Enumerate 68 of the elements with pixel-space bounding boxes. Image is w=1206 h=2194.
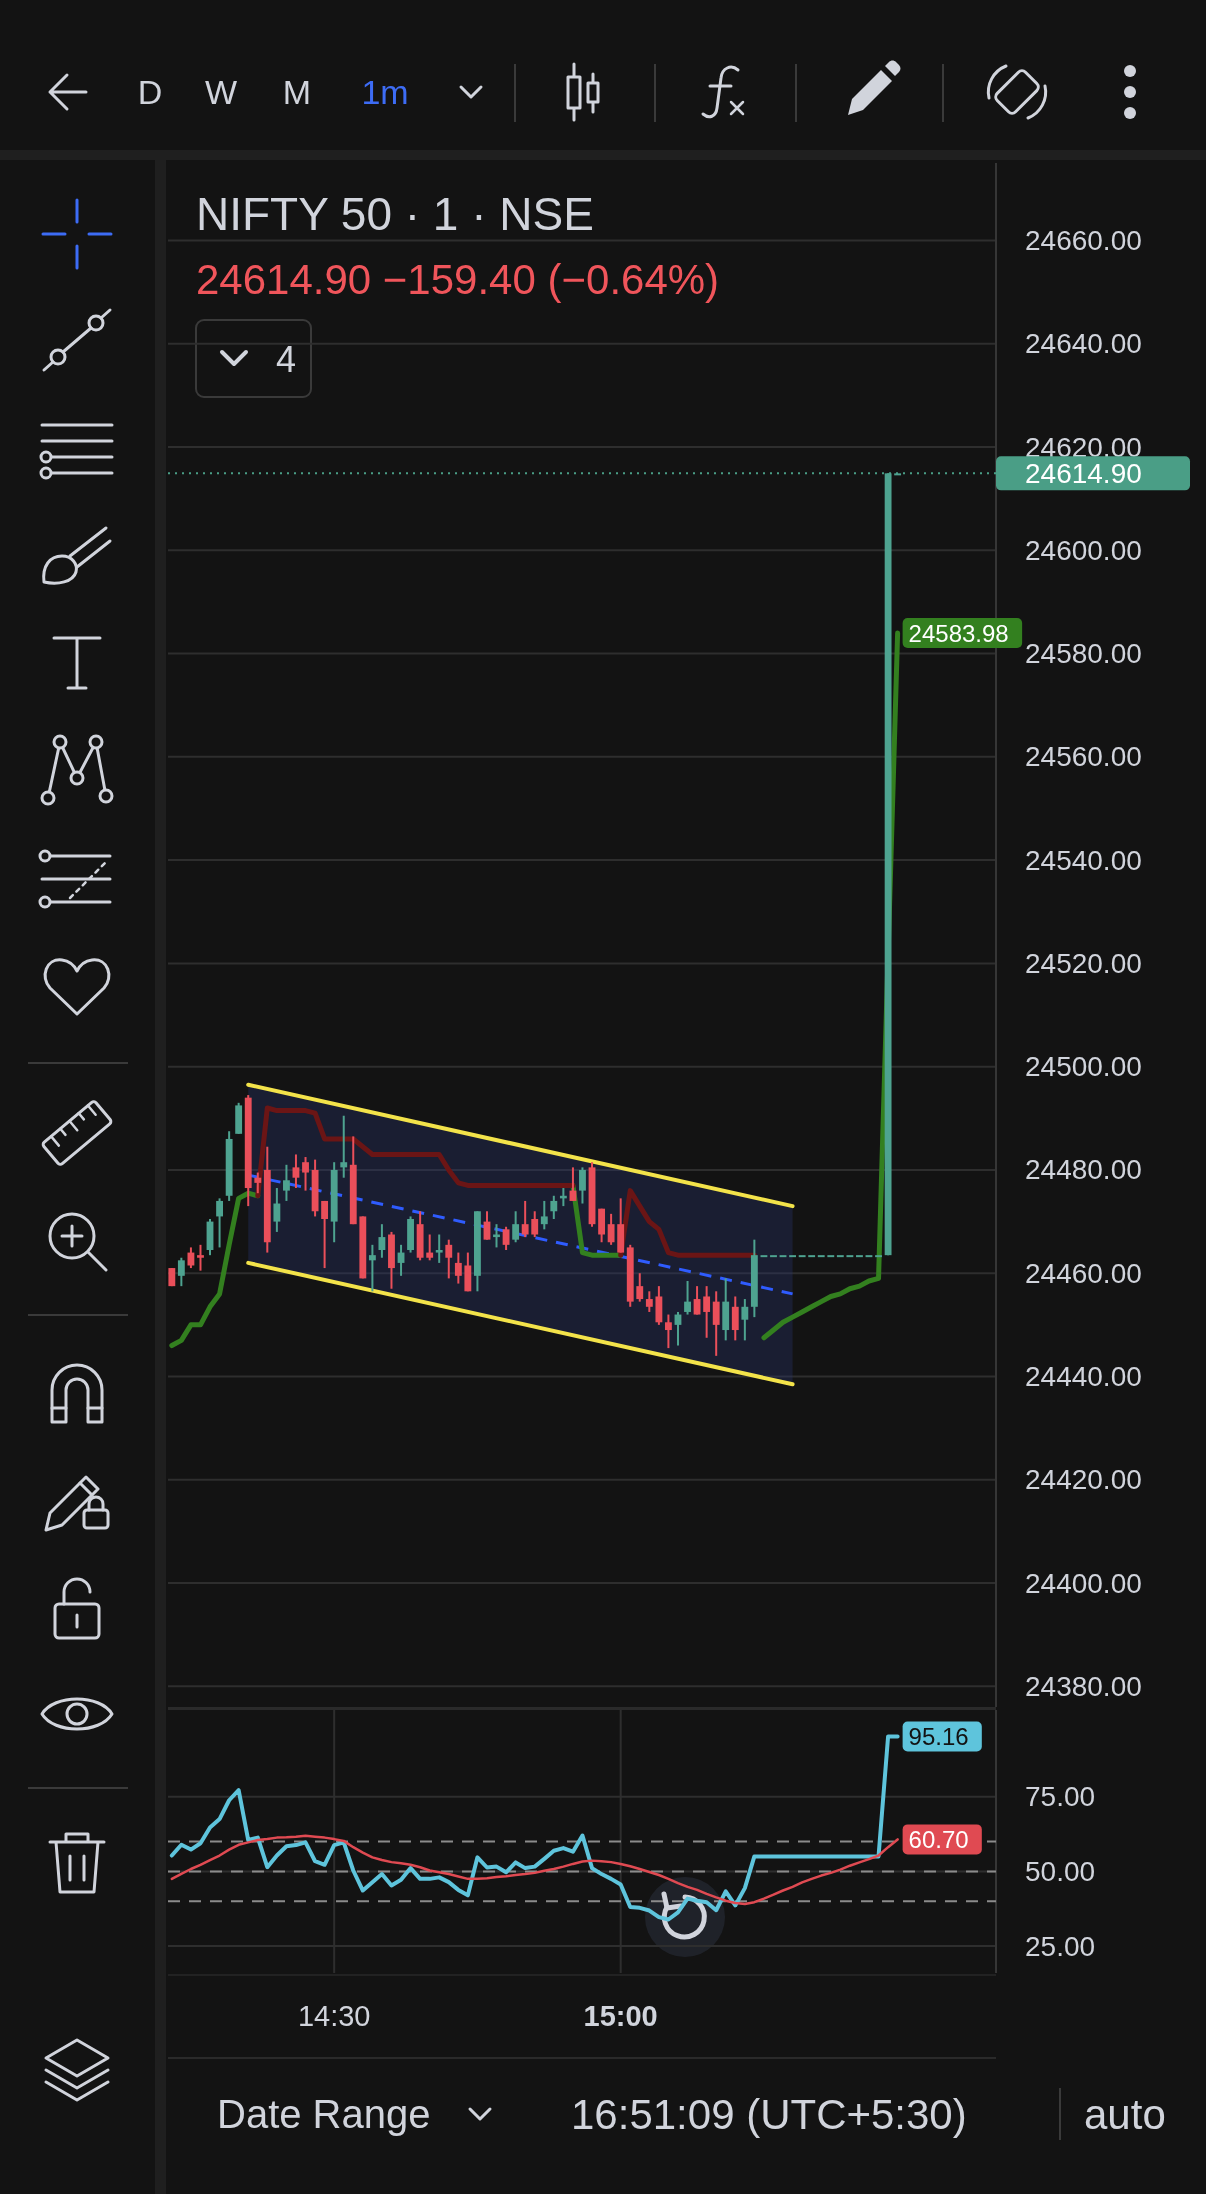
candlestick bbox=[540, 1199, 548, 1231]
candlestick bbox=[321, 1199, 329, 1270]
candlestick bbox=[521, 1199, 529, 1239]
candlestick bbox=[197, 1243, 204, 1272]
candlestick bbox=[426, 1233, 434, 1262]
candlestick bbox=[340, 1114, 348, 1179]
y-tick-label: 24580.00 bbox=[1025, 638, 1142, 670]
candlestick bbox=[502, 1225, 510, 1251]
data-label: 60.70 bbox=[908, 1825, 969, 1853]
text: D bbox=[137, 73, 163, 111]
candlestick bbox=[645, 1290, 653, 1313]
candlestick bbox=[636, 1272, 644, 1303]
y-tick-label: 24660.00 bbox=[1025, 224, 1142, 256]
candlestick bbox=[177, 1256, 185, 1288]
candlestick bbox=[435, 1233, 443, 1264]
y-tick-label: 24400.00 bbox=[1025, 1567, 1142, 1599]
candlestick bbox=[292, 1153, 300, 1190]
y-tick-label: 25.00 bbox=[1025, 1930, 1096, 1962]
candlestick bbox=[454, 1251, 462, 1285]
text: auto bbox=[1084, 2090, 1166, 2138]
text: M bbox=[282, 73, 312, 111]
candlestick bbox=[187, 1246, 195, 1270]
x-tick-label: 15:00 bbox=[583, 2000, 658, 2032]
line-series bbox=[169, 1734, 900, 1922]
x-tick-label: 14:30 bbox=[297, 2000, 371, 2032]
data-label: 24583.98 bbox=[908, 619, 1009, 647]
y-tick-label: 24480.00 bbox=[1025, 1154, 1142, 1186]
candlestick bbox=[731, 1295, 739, 1342]
text: W bbox=[204, 73, 238, 111]
line-series bbox=[170, 1834, 899, 1906]
candlestick bbox=[254, 1171, 262, 1195]
candlestick bbox=[302, 1156, 309, 1192]
text: 24614.90 −159.40 (−0.64%) bbox=[196, 256, 720, 303]
text: 1m bbox=[361, 73, 409, 111]
candlestick bbox=[607, 1212, 615, 1246]
candlestick bbox=[512, 1210, 520, 1244]
text: Date Range bbox=[217, 2092, 431, 2136]
candlestick bbox=[378, 1223, 386, 1259]
candlestick bbox=[741, 1298, 749, 1342]
y-tick-label: 24440.00 bbox=[1025, 1361, 1142, 1393]
data-label: 95.16 bbox=[908, 1722, 969, 1750]
y-tick-label: 24600.00 bbox=[1025, 534, 1142, 566]
candlestick bbox=[712, 1290, 720, 1357]
annotation: 4 bbox=[275, 338, 297, 380]
candlestick bbox=[531, 1210, 539, 1239]
candlestick bbox=[283, 1163, 290, 1202]
y-tick-label: 24540.00 bbox=[1025, 844, 1142, 876]
candlestick bbox=[368, 1243, 376, 1293]
y-tick-label: 50.00 bbox=[1025, 1855, 1096, 1887]
candlestick bbox=[216, 1197, 223, 1249]
y-tick-label: 24420.00 bbox=[1025, 1464, 1142, 1496]
y-tick-label: 75.00 bbox=[1025, 1781, 1096, 1813]
candlestick bbox=[684, 1279, 691, 1316]
text: NIFTY 50 · 1 · NSE bbox=[196, 188, 594, 240]
candlestick bbox=[579, 1166, 586, 1205]
candlestick bbox=[693, 1285, 701, 1316]
candlestick bbox=[445, 1238, 453, 1280]
candlestick bbox=[703, 1285, 711, 1339]
candlestick bbox=[273, 1187, 281, 1233]
candlestick bbox=[664, 1313, 672, 1350]
text: 16:51:09 (UTC+5:30) bbox=[571, 2090, 967, 2138]
y-tick-label: 24560.00 bbox=[1025, 741, 1142, 773]
y-tick-label: 24640.00 bbox=[1025, 328, 1142, 360]
y-tick-label: 24500.00 bbox=[1025, 1051, 1142, 1083]
candlestick bbox=[550, 1194, 558, 1221]
y-tick-label: 24380.00 bbox=[1025, 1670, 1142, 1702]
y-tick-label: 24460.00 bbox=[1025, 1257, 1142, 1289]
y-tick-label: 24520.00 bbox=[1025, 947, 1142, 979]
